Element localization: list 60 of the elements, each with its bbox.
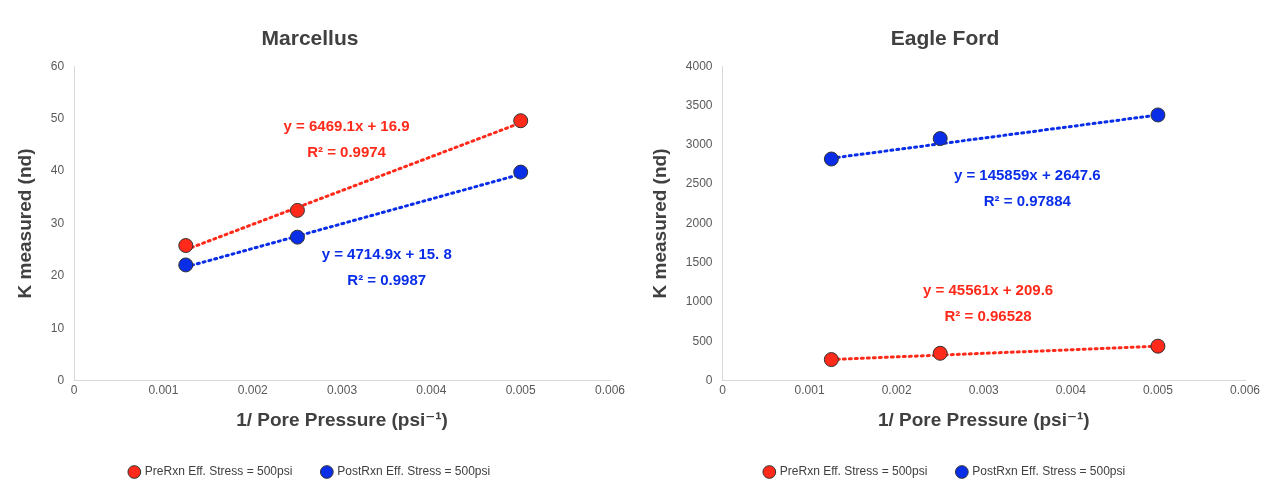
- x-tick-label: 0.005: [505, 383, 537, 398]
- chart-title: Marcellus: [261, 26, 359, 50]
- x-tick-label: 0.001: [148, 383, 179, 398]
- x-axis-title: 1/ Pore Pressure (psi⁻¹): [877, 408, 1090, 430]
- x-tick-label: 0.004: [1055, 383, 1087, 398]
- annotation: R² = 0.96528: [944, 307, 1032, 325]
- x-tick-label: 0.003: [968, 383, 1000, 398]
- y-tick-label: 10: [50, 320, 65, 335]
- y-axis-title: K measured (nd): [648, 148, 670, 299]
- point: [1150, 338, 1166, 354]
- y-tick-label: 20: [50, 268, 65, 283]
- x-tick-label: 0.002: [237, 383, 269, 398]
- x-tick-label: 0.005: [1142, 383, 1174, 398]
- x-tick-label: 0.004: [416, 383, 447, 398]
- legend-label: PreRxn Eff. Stress = 500psi: [779, 464, 928, 479]
- annotation: R² = 0.9987: [347, 271, 427, 289]
- y-tick-label: 0: [705, 373, 713, 388]
- x-tick-label: 0: [70, 383, 78, 398]
- y-tick-label: 4000: [685, 58, 713, 73]
- point: [289, 229, 305, 245]
- chart-title: Eagle Ford: [890, 26, 1000, 50]
- x-tick-label: 0.006: [1229, 383, 1261, 398]
- point: [1150, 107, 1166, 123]
- annotation: y = 4714.9x + 15. 8: [321, 245, 452, 263]
- y-tick-label: 30: [50, 215, 65, 230]
- point: [289, 202, 305, 218]
- x-tick-label: 0.006: [594, 383, 626, 398]
- y-tick-label: 40: [50, 163, 65, 178]
- x-tick-label: 0: [719, 383, 727, 398]
- point: [513, 113, 529, 129]
- y-tick-label: 500: [692, 333, 713, 348]
- y-tick-label: 60: [50, 58, 65, 73]
- annotation: y = 145859x + 2647.6: [953, 166, 1101, 184]
- y-tick-label: 3500: [685, 97, 713, 112]
- point: [513, 164, 529, 180]
- point: [823, 352, 839, 368]
- point: [932, 131, 948, 147]
- x-tick-label: 0.003: [327, 383, 358, 398]
- annotation: R² = 0.97884: [983, 192, 1072, 210]
- y-axis-title: K measured (nd): [13, 148, 35, 299]
- annotation: R² = 0.9974: [307, 142, 387, 160]
- point: [932, 345, 948, 361]
- y-tick-label: 1000: [685, 294, 713, 309]
- x-tick-label: 0.002: [881, 383, 912, 398]
- point: [178, 238, 194, 254]
- y-tick-label: 3000: [685, 137, 713, 152]
- legend-label: PostRxn Eff. Stress = 500psi: [972, 464, 1126, 479]
- y-tick-label: 2500: [685, 176, 713, 191]
- point: [823, 151, 839, 167]
- x-tick-label: 0.001: [794, 383, 825, 398]
- legend-label: PostRxn Eff. Stress = 500psi: [337, 464, 491, 479]
- point: [178, 257, 194, 273]
- annotation: y = 45561x + 209.6: [923, 281, 1054, 299]
- legend-label: PreRxn Eff. Stress = 500psi: [144, 464, 293, 479]
- y-tick-label: 50: [50, 110, 65, 125]
- x-axis-title: 1/ Pore Pressure (psi⁻¹): [236, 408, 448, 430]
- y-tick-label: 0: [57, 373, 65, 388]
- y-tick-label: 2000: [685, 215, 713, 230]
- y-tick-label: 1500: [685, 255, 713, 270]
- annotation: y = 6469.1x + 16.9: [283, 116, 410, 134]
